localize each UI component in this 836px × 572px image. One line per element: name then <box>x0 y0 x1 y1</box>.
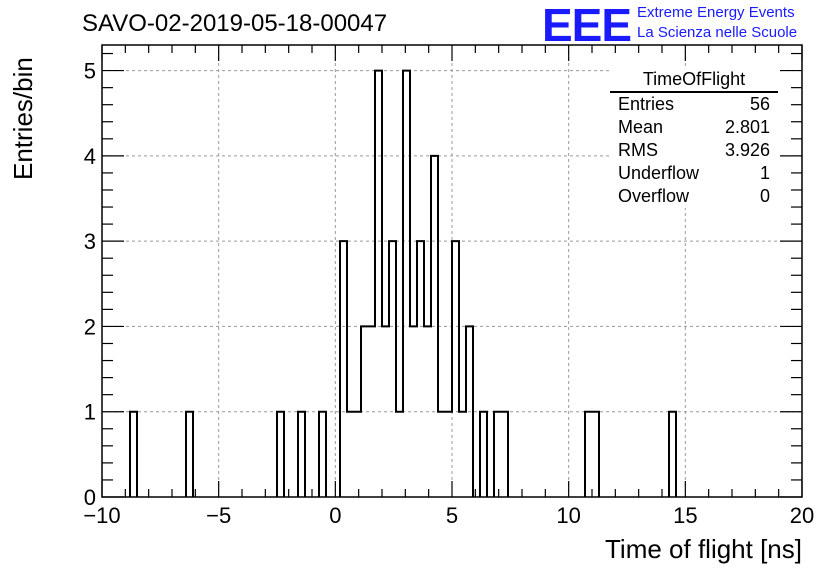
histogram-bin <box>480 412 487 497</box>
histogram-bin <box>396 412 403 497</box>
logo-line-2: La Scienza nelle Scuole <box>637 24 798 41</box>
histogram-bin <box>585 412 599 497</box>
stats-row-mean: Mean 2.801 <box>610 116 778 139</box>
logo-line-1: Extreme Energy Events <box>637 4 795 21</box>
stats-value: 2.801 <box>724 117 770 137</box>
x-tick-label: 10 <box>556 503 580 528</box>
y-tick-label: 4 <box>84 144 96 169</box>
eee-logo: EEE <box>542 0 632 51</box>
stats-value: 0 <box>759 186 770 206</box>
y-tick-label: 3 <box>84 229 96 254</box>
stats-value: 1 <box>759 163 770 183</box>
stats-label: Overflow <box>618 186 690 206</box>
histogram-bin <box>389 241 396 497</box>
stats-label: Entries <box>618 94 675 114</box>
y-tick-label: 5 <box>84 59 96 84</box>
histogram-bin <box>298 412 305 497</box>
axis-ticks <box>101 45 803 498</box>
stats-value: 3.926 <box>724 140 770 160</box>
histogram-outline <box>129 69 677 497</box>
x-tick-label: 20 <box>790 503 814 528</box>
histogram-bin <box>438 412 452 497</box>
histogram-bin <box>417 241 424 497</box>
histogram-bin <box>319 412 326 497</box>
histogram-bin <box>277 412 284 497</box>
stats-row-rms: RMS 3.926 <box>610 139 778 162</box>
plot-title: SAVO-02-2019-05-18-00047 <box>82 10 388 37</box>
x-tick-label: 15 <box>673 503 697 528</box>
stats-value: 56 <box>749 94 770 114</box>
stats-label: RMS <box>618 140 658 160</box>
stats-box-title: TimeOfFlight <box>610 68 778 93</box>
x-tick-label: −5 <box>206 503 231 528</box>
histogram-bin <box>403 71 410 497</box>
stats-row-entries: Entries 56 <box>610 93 778 116</box>
stats-row-overflow: Overflow 0 <box>610 185 778 208</box>
histogram-bin <box>340 241 347 497</box>
histogram-bin <box>494 412 508 497</box>
y-tick-label: 0 <box>84 485 96 510</box>
stats-label: Underflow <box>618 163 700 183</box>
y-tick-label: 2 <box>84 314 96 339</box>
x-tick-label: −10 <box>83 503 120 528</box>
stats-label: Mean <box>618 117 664 137</box>
y-tick-label: 1 <box>84 400 96 425</box>
y-axis-label: Entries/bin <box>8 57 38 180</box>
stats-box: TimeOfFlight Entries 56 Mean 2.801 RMS 3… <box>610 68 778 208</box>
histogram-bin <box>452 241 459 497</box>
histogram-bin <box>186 412 193 497</box>
histogram-bin <box>459 412 466 497</box>
histogram-bin <box>130 412 137 497</box>
x-axis-label: Time of flight [ns] <box>605 534 802 564</box>
histogram-bin <box>375 71 382 497</box>
x-tick-label: 0 <box>329 503 341 528</box>
x-tick-label: 5 <box>446 503 458 528</box>
histogram-bin <box>669 412 676 497</box>
stats-row-underflow: Underflow 1 <box>610 162 778 185</box>
histogram-bin <box>347 412 361 497</box>
